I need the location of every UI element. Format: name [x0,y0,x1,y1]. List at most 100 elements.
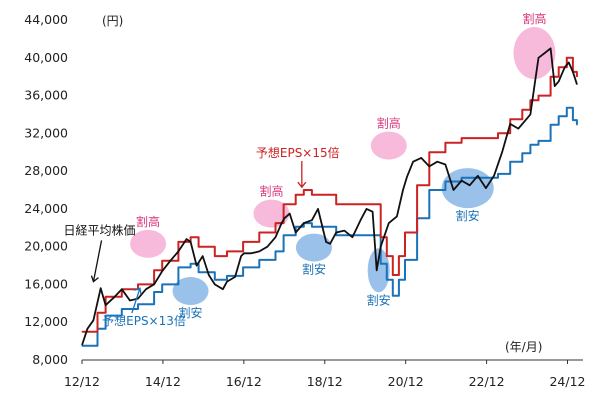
data-point [81,331,83,333]
data-point [153,269,155,271]
data-point [521,109,523,111]
data-point [185,238,188,240]
data-point [444,163,447,166]
data-point [497,132,499,134]
data-point [129,299,131,302]
data-point [388,222,390,224]
data-point [477,175,479,177]
data-point [493,175,495,177]
data-point [169,260,171,262]
data-point [250,252,252,254]
data-point [406,176,408,178]
data-point [461,177,463,179]
data-point [461,137,463,139]
data-point [323,226,325,228]
data-point [177,250,180,252]
data-point [317,208,319,210]
data-point [550,124,552,126]
data-point [365,208,368,210]
data-point [280,222,283,224]
data-point [566,107,568,109]
nikkei-arrow [90,240,103,283]
data-point [576,83,578,85]
data-point [558,80,560,82]
y-unit-label: (円) [102,14,123,28]
data-point [372,211,374,213]
data-point [274,250,277,252]
x-tick-label: 24/12 [549,374,585,389]
data-point [380,246,382,248]
data-point [266,246,269,248]
data-point [153,283,155,286]
data-point [311,194,313,196]
nikkei-series-label: 日経平均株価 [64,222,136,237]
data-point [226,275,228,277]
data-point [428,189,430,191]
overvalued-label: 割高 [522,11,546,26]
data-point [404,231,406,234]
data-point [283,203,285,205]
data-point [509,118,511,120]
x-tick-label: 14/12 [145,374,181,389]
data-point [428,151,430,153]
undervalued-label: 割安 [302,262,326,277]
x-tick-label: 16/12 [226,374,262,389]
data-point [234,276,236,278]
data-point [461,179,463,182]
data-point [572,71,574,73]
data-point [351,203,353,205]
data-point [537,57,540,59]
data-point [485,187,487,189]
data-point [444,180,447,183]
data-point [86,328,88,330]
data-point [529,113,532,116]
data-point [311,219,313,221]
data-point [303,222,305,224]
data-point [100,287,102,289]
data-point [137,303,139,305]
data-point [363,234,366,236]
data-point [258,231,260,234]
data-point [189,236,192,238]
undervalued-label: 割安 [367,292,391,307]
data-point [525,118,527,120]
data-point [564,66,566,68]
data-point [576,124,578,126]
data-point [243,252,245,254]
data-point [214,279,216,281]
data-point [240,255,242,257]
overvalued-highlight [370,131,407,160]
overvalued-highlight [253,199,290,228]
data-point [359,219,362,221]
data-point [380,236,382,238]
data-point [521,152,523,154]
data-point [416,184,418,186]
undervalued-highlight [367,248,390,293]
data-point [386,279,388,281]
data-point [222,288,224,290]
data-point [568,61,570,64]
data-point [404,259,406,261]
data-point [550,76,552,78]
overvalued-label: 割高 [136,214,160,229]
data-point [311,226,313,228]
data-point [554,85,556,87]
data-point [274,222,277,224]
x-tick-label: 18/12 [307,374,343,389]
data-point [386,255,388,257]
axes: (円) (年/月) [82,14,583,361]
data-point [295,194,297,196]
data-point [392,295,394,297]
data-point [550,47,552,49]
eps15-arrow [297,160,307,189]
data-point [96,312,99,314]
data-point [81,344,83,346]
data-point [161,270,163,272]
data-point [196,264,198,267]
valuation-highlights [130,27,556,306]
data-point [477,137,479,139]
